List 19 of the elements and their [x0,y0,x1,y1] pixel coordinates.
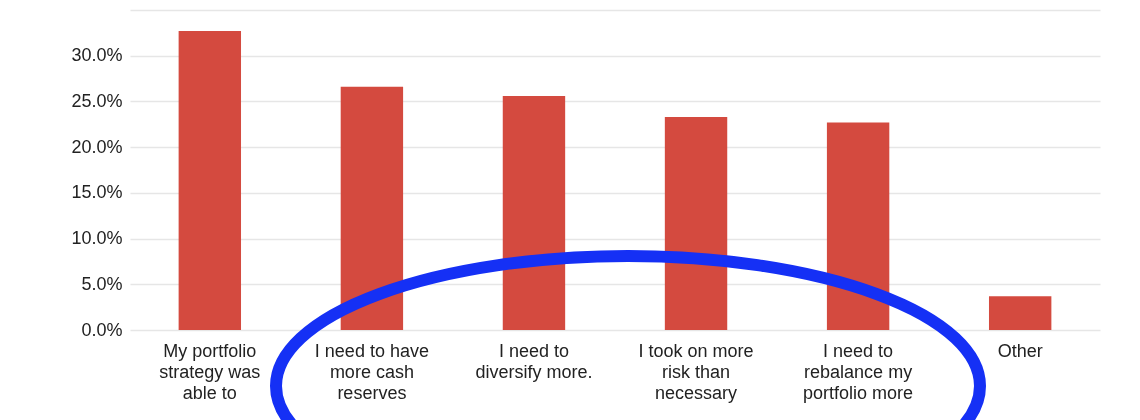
bar [340,86,404,330]
y-tick-label: 5.0% [81,273,123,294]
x-tick-label: I took on more risk than necessary [638,340,754,403]
bar [988,296,1052,330]
bar [178,31,242,330]
bar [502,95,566,330]
x-tick-label: I need to diversify more. [475,340,593,382]
x-tick-label: Other [997,340,1043,361]
x-tick-label: I need to rebalance my portfolio more [803,340,914,403]
x-tick-label: I need to have more cash reserves [314,340,429,403]
bar [826,122,890,330]
x-tick-label: My portfolio strategy was able to [159,340,261,403]
y-tick-label: 30.0% [71,45,123,66]
y-tick-label: 0.0% [81,319,123,340]
y-tick-label: 25.0% [71,90,123,111]
y-tick-label: 10.0% [71,228,123,249]
y-tick-label: 20.0% [71,136,123,157]
bar [664,116,728,330]
y-tick-label: 15.0% [71,182,123,203]
